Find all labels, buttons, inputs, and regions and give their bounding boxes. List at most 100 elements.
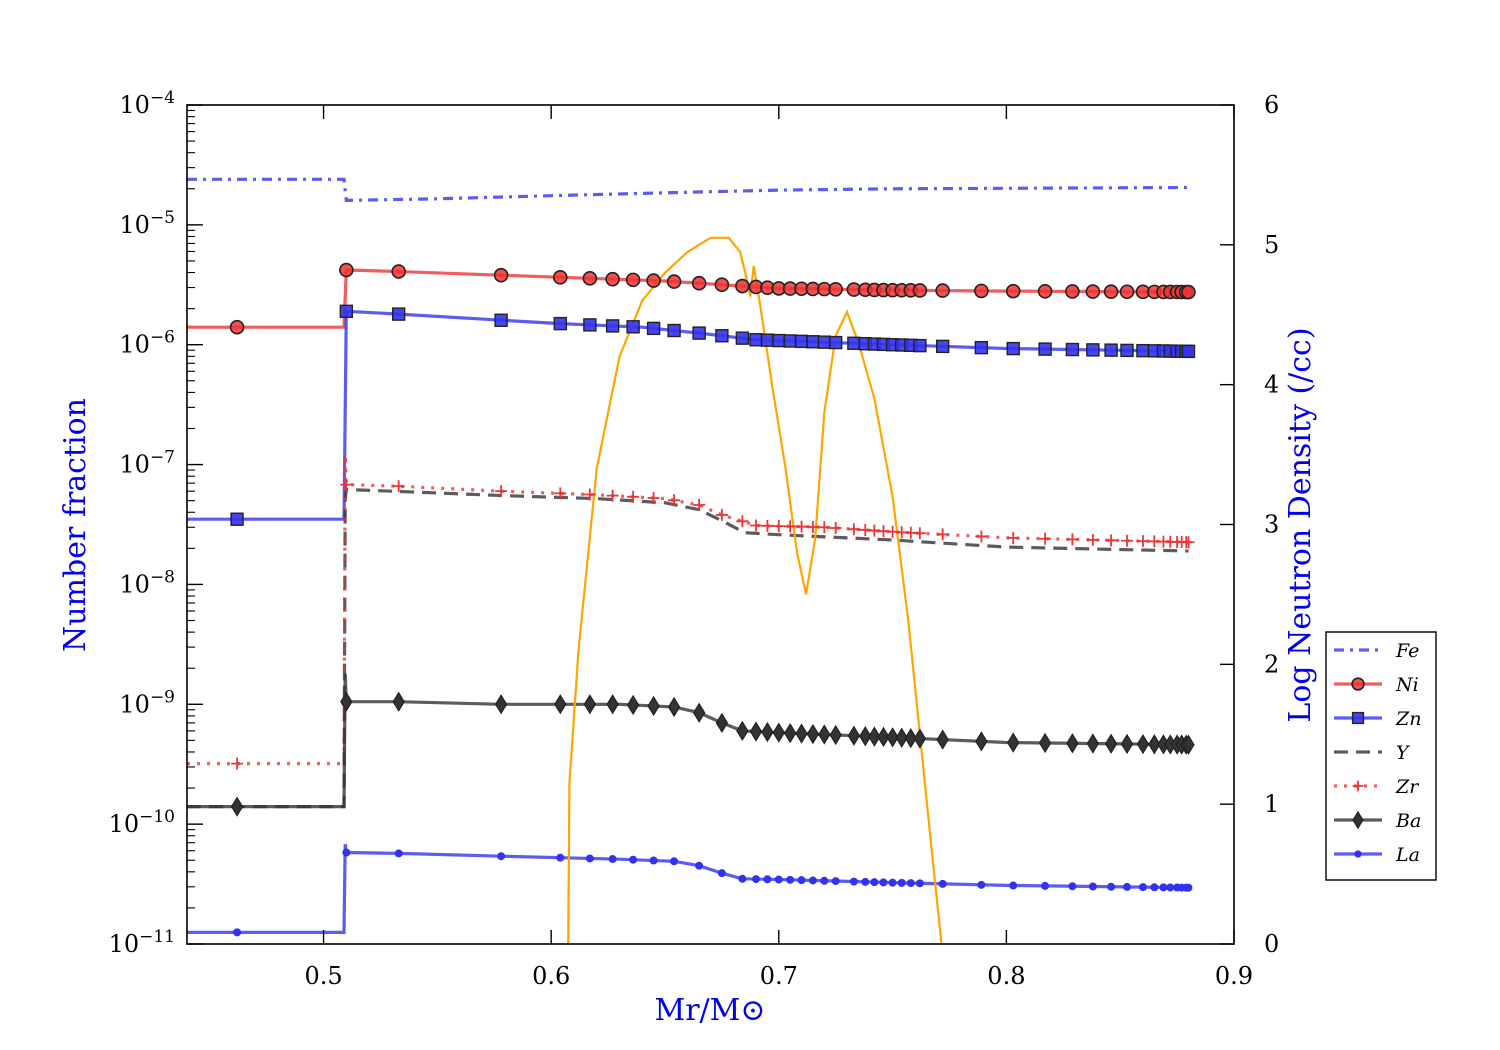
series-la-marker-37 — [1138, 883, 1147, 892]
series-zr-marker-11 — [715, 508, 728, 521]
series-ba-marker-11 — [715, 712, 729, 734]
series-la-marker-23 — [870, 878, 879, 887]
series-zn-marker-15 — [772, 333, 786, 348]
series-la-marker-24 — [879, 878, 888, 887]
series-zn-marker-12 — [735, 331, 750, 345]
series-la-marker-35 — [1107, 882, 1116, 891]
series-ba-marker-2 — [392, 691, 405, 712]
series-ni-marker-33 — [1065, 284, 1080, 299]
series-zn-marker-20 — [828, 335, 843, 350]
series-zr-marker-37 — [1136, 535, 1149, 548]
series-zn-marker-19 — [817, 335, 832, 349]
legend-marker-zn — [1351, 711, 1365, 725]
y-tick-label-4: 10−8 — [119, 567, 175, 598]
series-ni-marker-10 — [691, 275, 707, 291]
series-la-marker-27 — [906, 879, 915, 888]
legend: Fe Ni Zn Y Zr Ba La — [1325, 631, 1437, 881]
series-zn-marker-17 — [794, 334, 809, 349]
series-zr-marker-33 — [1066, 533, 1079, 546]
series-ba-marker-21 — [847, 725, 861, 746]
series-zn-marker-11 — [715, 329, 729, 343]
series-zr-marker-12 — [736, 515, 749, 528]
series-la-marker-3 — [497, 852, 506, 861]
series-ba-marker-7 — [626, 694, 640, 716]
series-zn-line — [187, 309, 1189, 521]
series-ba-marker-17 — [795, 723, 808, 744]
series-ba-marker-27 — [904, 728, 917, 749]
plot-frame — [186, 104, 1235, 945]
series-la-marker-6 — [608, 855, 617, 864]
legend-marker-ba — [1352, 810, 1364, 830]
y-tick-label-7: 10−11 — [109, 927, 175, 958]
series-zr-marker-32 — [1039, 532, 1052, 545]
series-la-marker-31 — [1009, 881, 1018, 890]
series-ba-marker-4 — [554, 694, 567, 715]
series-zn-marker-34 — [1086, 343, 1100, 357]
legend-label-ba: Ba — [1395, 810, 1421, 832]
series-ni-marker-2 — [391, 264, 406, 279]
series-ba-marker-20 — [829, 724, 842, 746]
series-ni-marker-20 — [828, 282, 843, 297]
series-ni-line — [187, 268, 1189, 329]
x-tick-label-4: 0.9 — [1215, 962, 1253, 990]
legend-label-la: La — [1395, 844, 1420, 866]
series-ba-marker-25 — [886, 727, 899, 748]
series-zr-marker-10 — [693, 498, 706, 511]
series-ba-marker-12 — [736, 720, 749, 742]
series-zn-marker-4 — [553, 316, 567, 331]
series-ba-marker-8 — [647, 695, 660, 717]
series-la-marker-9 — [670, 857, 679, 866]
series-ba-marker-37 — [1136, 734, 1150, 755]
series-zr-marker-17 — [795, 520, 808, 533]
series-zn-marker-7 — [626, 320, 640, 334]
series-la-marker-17 — [797, 876, 806, 885]
series-zn-marker-33 — [1065, 342, 1080, 357]
legend-label-ni: Ni — [1395, 674, 1419, 696]
series-ni-marker-8 — [646, 273, 661, 288]
legend-marker-la — [1354, 850, 1362, 858]
series-ba-marker-34 — [1086, 733, 1100, 754]
series-zn-marker-9 — [667, 323, 681, 338]
series-ni-marker-6 — [605, 271, 620, 287]
series-la-marker-33 — [1068, 882, 1077, 891]
series-zr-marker-4 — [554, 487, 567, 500]
series-ba-marker-14 — [761, 721, 774, 743]
series-zn-marker-32 — [1038, 342, 1052, 356]
series-la-line — [187, 843, 1189, 934]
series-ba-marker-28 — [913, 728, 927, 749]
y2-tick-label-4: 4 — [1264, 371, 1279, 399]
series-ni-marker-28 — [912, 283, 928, 298]
series-ba-marker-13 — [749, 721, 763, 742]
legend-label-zn: Zn — [1395, 708, 1421, 730]
series-zn-marker-30 — [974, 340, 989, 355]
series-la-marker-21 — [849, 877, 858, 886]
series-ba-marker-10 — [692, 702, 706, 723]
series-ba-marker-38 — [1148, 734, 1161, 755]
y-tick-label-2: 10−6 — [119, 328, 175, 359]
series-zn-marker-14 — [760, 333, 775, 347]
series-zr-marker-1 — [340, 478, 353, 491]
axes: 0.5 0.6 0.7 0.8 0.9 10−4 10−5 10−6 10−7 10−8 10−9 1… — [109, 88, 1280, 990]
series-zn-marker-28 — [913, 338, 927, 353]
series-ba-marker-5 — [583, 694, 597, 715]
series-ba-marker-30 — [975, 731, 988, 752]
series-zr-marker-15 — [772, 520, 785, 533]
series-zn-marker-36 — [1120, 343, 1134, 358]
series-ni-marker-12 — [735, 278, 750, 294]
series-ni-marker-4 — [552, 270, 568, 285]
series-la-marker-26 — [897, 878, 906, 887]
series-ba-marker-23 — [868, 726, 881, 747]
series-la-marker-1 — [342, 848, 351, 857]
series-la-marker-25 — [888, 878, 897, 887]
series-la-marker-11 — [717, 869, 726, 878]
legend-marker-ni — [1351, 677, 1365, 691]
data-curves — [187, 177, 1189, 945]
series-zr-marker-35 — [1105, 534, 1118, 547]
series-ba-marker-33 — [1066, 733, 1079, 754]
series-zr-marker-29 — [936, 528, 949, 541]
series-ni-marker-7 — [625, 272, 641, 288]
series-zn-marker-44 — [1181, 344, 1196, 359]
series-zn-marker-13 — [749, 333, 763, 347]
series-ba-marker-44 — [1182, 734, 1195, 755]
y-tick-label-6: 10−10 — [109, 807, 175, 838]
